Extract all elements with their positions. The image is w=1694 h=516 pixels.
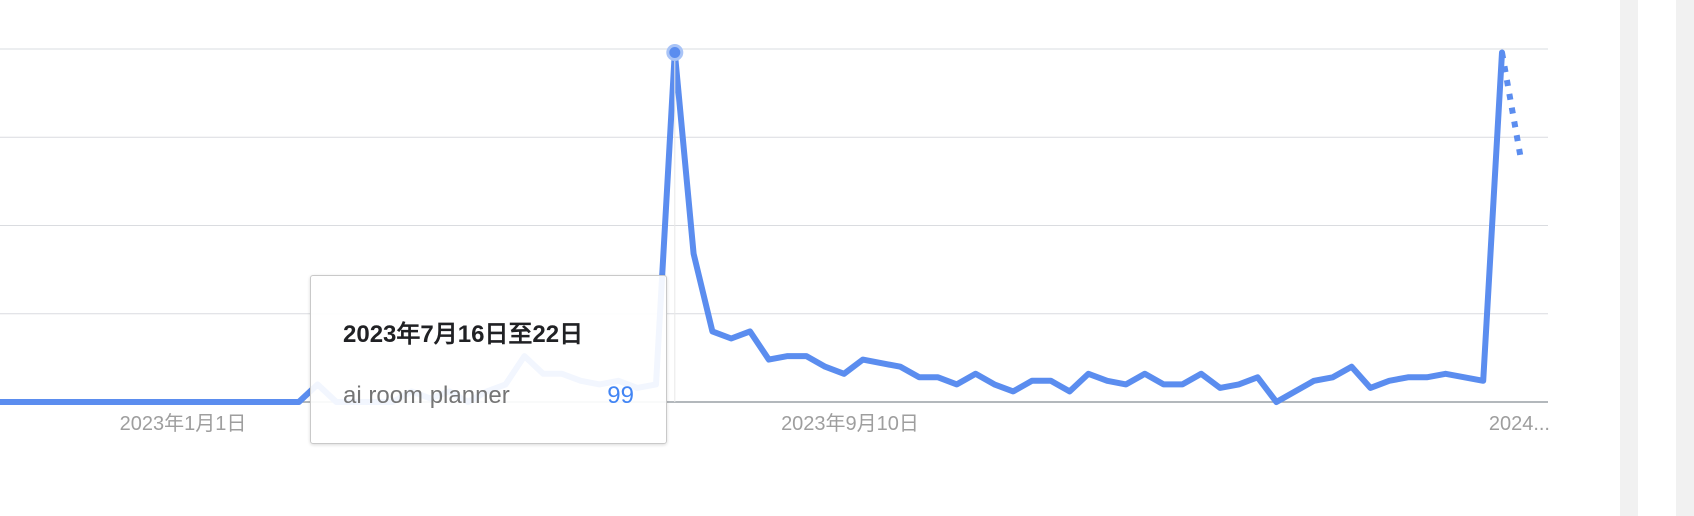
tooltip-value: 99 [607,382,634,409]
scrollbar-thumb[interactable] [1638,0,1676,516]
scrollbar[interactable] [1620,0,1694,516]
tooltip-term: ai room planner [343,382,510,409]
trend-chart: 2023年1月1日 2023年9月10日 2024... [0,44,1550,435]
x-axis-tick-labels: 2023年1月1日 2023年9月10日 2024... [120,412,1550,435]
tooltip-date: 2023年7月16日至22日 [343,321,584,348]
gridlines [0,48,1548,315]
hover-data-point[interactable] [666,44,684,62]
series-partial-line [1499,51,1524,159]
x-tick-label: 2024... [1489,413,1550,435]
series-line-ai-room-planner[interactable] [0,49,1505,405]
x-tick-label: 2023年9月10日 [781,412,919,435]
tooltip-row: ai room planner 99 [343,382,634,410]
data-tooltip: 2023年7月16日至22日 ai room planner 99 [310,275,667,444]
x-tick-label: 2023年1月1日 [120,412,247,435]
